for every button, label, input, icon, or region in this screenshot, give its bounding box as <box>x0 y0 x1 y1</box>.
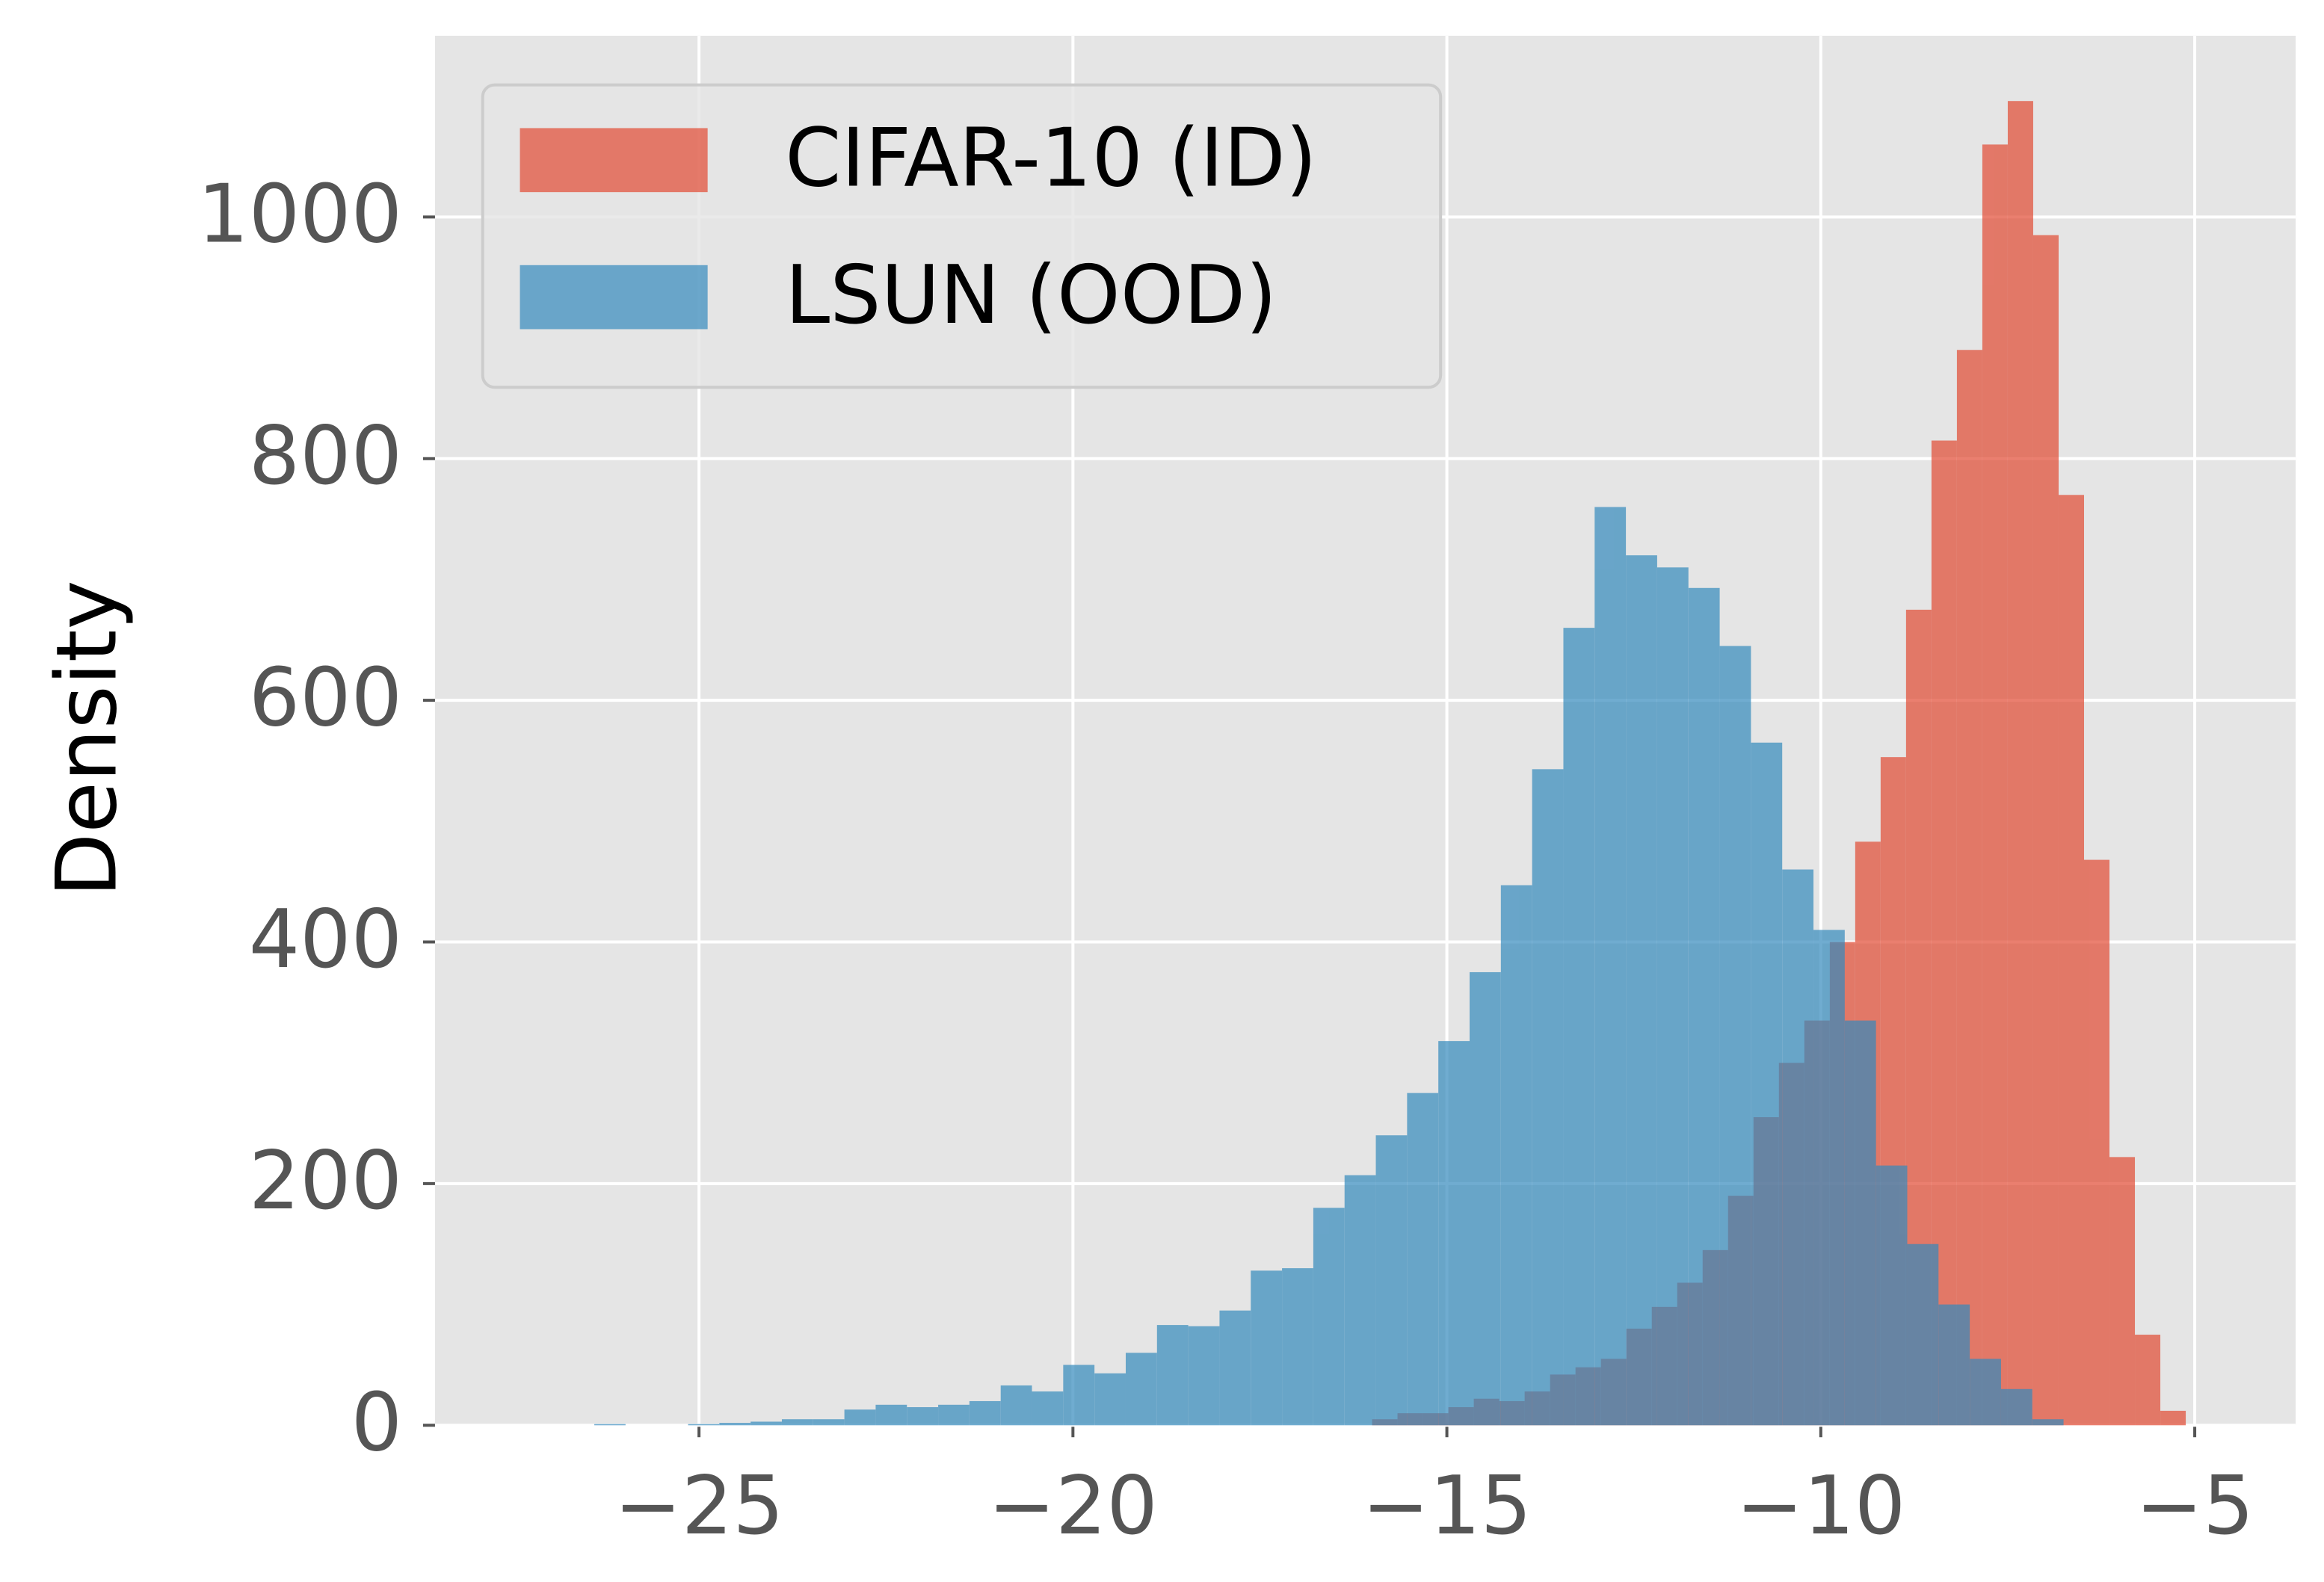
bar <box>1094 1373 1126 1426</box>
bar <box>1063 1365 1095 1426</box>
bar <box>1251 1270 1283 1426</box>
bar <box>1907 1243 1939 1426</box>
bar <box>2032 235 2059 1426</box>
bar <box>1875 1165 1908 1426</box>
x-tick-label: −5 <box>2136 1459 2254 1553</box>
bar <box>1188 1326 1220 1426</box>
legend: CIFAR-10 (ID) LSUN (OOD) <box>481 83 1443 389</box>
bar <box>1626 555 1657 1426</box>
y-tick-label: 400 <box>249 893 402 986</box>
x-tick-label: −25 <box>614 1459 784 1553</box>
bar <box>781 1419 813 1426</box>
bar <box>1219 1310 1251 1426</box>
bar <box>1125 1353 1157 1426</box>
legend-label: LSUN (OOD) <box>785 249 1277 342</box>
bar <box>875 1404 907 1426</box>
bar <box>1594 507 1627 1426</box>
bar <box>1313 1208 1345 1426</box>
bar <box>2135 1335 2161 1426</box>
bar <box>2083 859 2110 1426</box>
y-tick-label: 0 <box>351 1376 402 1470</box>
bar <box>1813 930 1845 1426</box>
y-axis-label: Density <box>38 580 135 897</box>
y-tick-label: 600 <box>249 651 402 744</box>
bar <box>2000 1388 2032 1426</box>
y-tick-label: 200 <box>249 1134 402 1228</box>
legend-box <box>481 83 1443 389</box>
bar <box>1344 1175 1376 1426</box>
bar <box>1956 350 1982 1426</box>
histogram-series <box>594 507 2064 1426</box>
bar <box>844 1409 876 1426</box>
bar <box>688 1424 720 1426</box>
legend-label: CIFAR-10 (ID) <box>785 112 1316 206</box>
bar <box>1982 144 2008 1426</box>
bar <box>2058 495 2084 1426</box>
bar <box>1688 587 1720 1426</box>
bar <box>1438 1041 1470 1426</box>
bar <box>2032 1419 2064 1426</box>
bar <box>1719 646 1751 1426</box>
y-tick-label: 1000 <box>197 168 402 262</box>
x-tick-label: −10 <box>1736 1459 1905 1553</box>
bar <box>2007 101 2033 1426</box>
bar <box>719 1423 751 1426</box>
bar <box>1656 567 1689 1426</box>
x-tick-label: −20 <box>988 1459 1158 1553</box>
x-tick-label: −15 <box>1362 1459 1532 1553</box>
bar <box>750 1421 782 1426</box>
bar <box>1407 1093 1439 1426</box>
bar <box>813 1419 845 1426</box>
bar <box>938 1404 970 1426</box>
bar <box>969 1400 1001 1426</box>
bar <box>1500 885 1532 1426</box>
bar <box>1532 769 1564 1426</box>
y-tick-label: 800 <box>249 410 402 503</box>
bar <box>1970 1359 2001 1426</box>
bar <box>1751 742 1783 1426</box>
legend-swatch <box>520 265 708 330</box>
bar <box>1000 1385 1032 1426</box>
bar <box>907 1407 939 1426</box>
bar <box>1032 1391 1064 1426</box>
bar <box>1470 971 1501 1426</box>
bar <box>594 1424 626 1426</box>
bar <box>1782 869 1814 1426</box>
bar <box>1563 628 1595 1426</box>
bar <box>1375 1135 1408 1426</box>
bar <box>2160 1410 2186 1426</box>
legend-swatch <box>520 128 708 193</box>
bar <box>1156 1325 1189 1426</box>
bar <box>1844 1020 1876 1426</box>
bar <box>1938 1304 1970 1426</box>
bar <box>1282 1268 1313 1426</box>
bar <box>2109 1157 2136 1426</box>
